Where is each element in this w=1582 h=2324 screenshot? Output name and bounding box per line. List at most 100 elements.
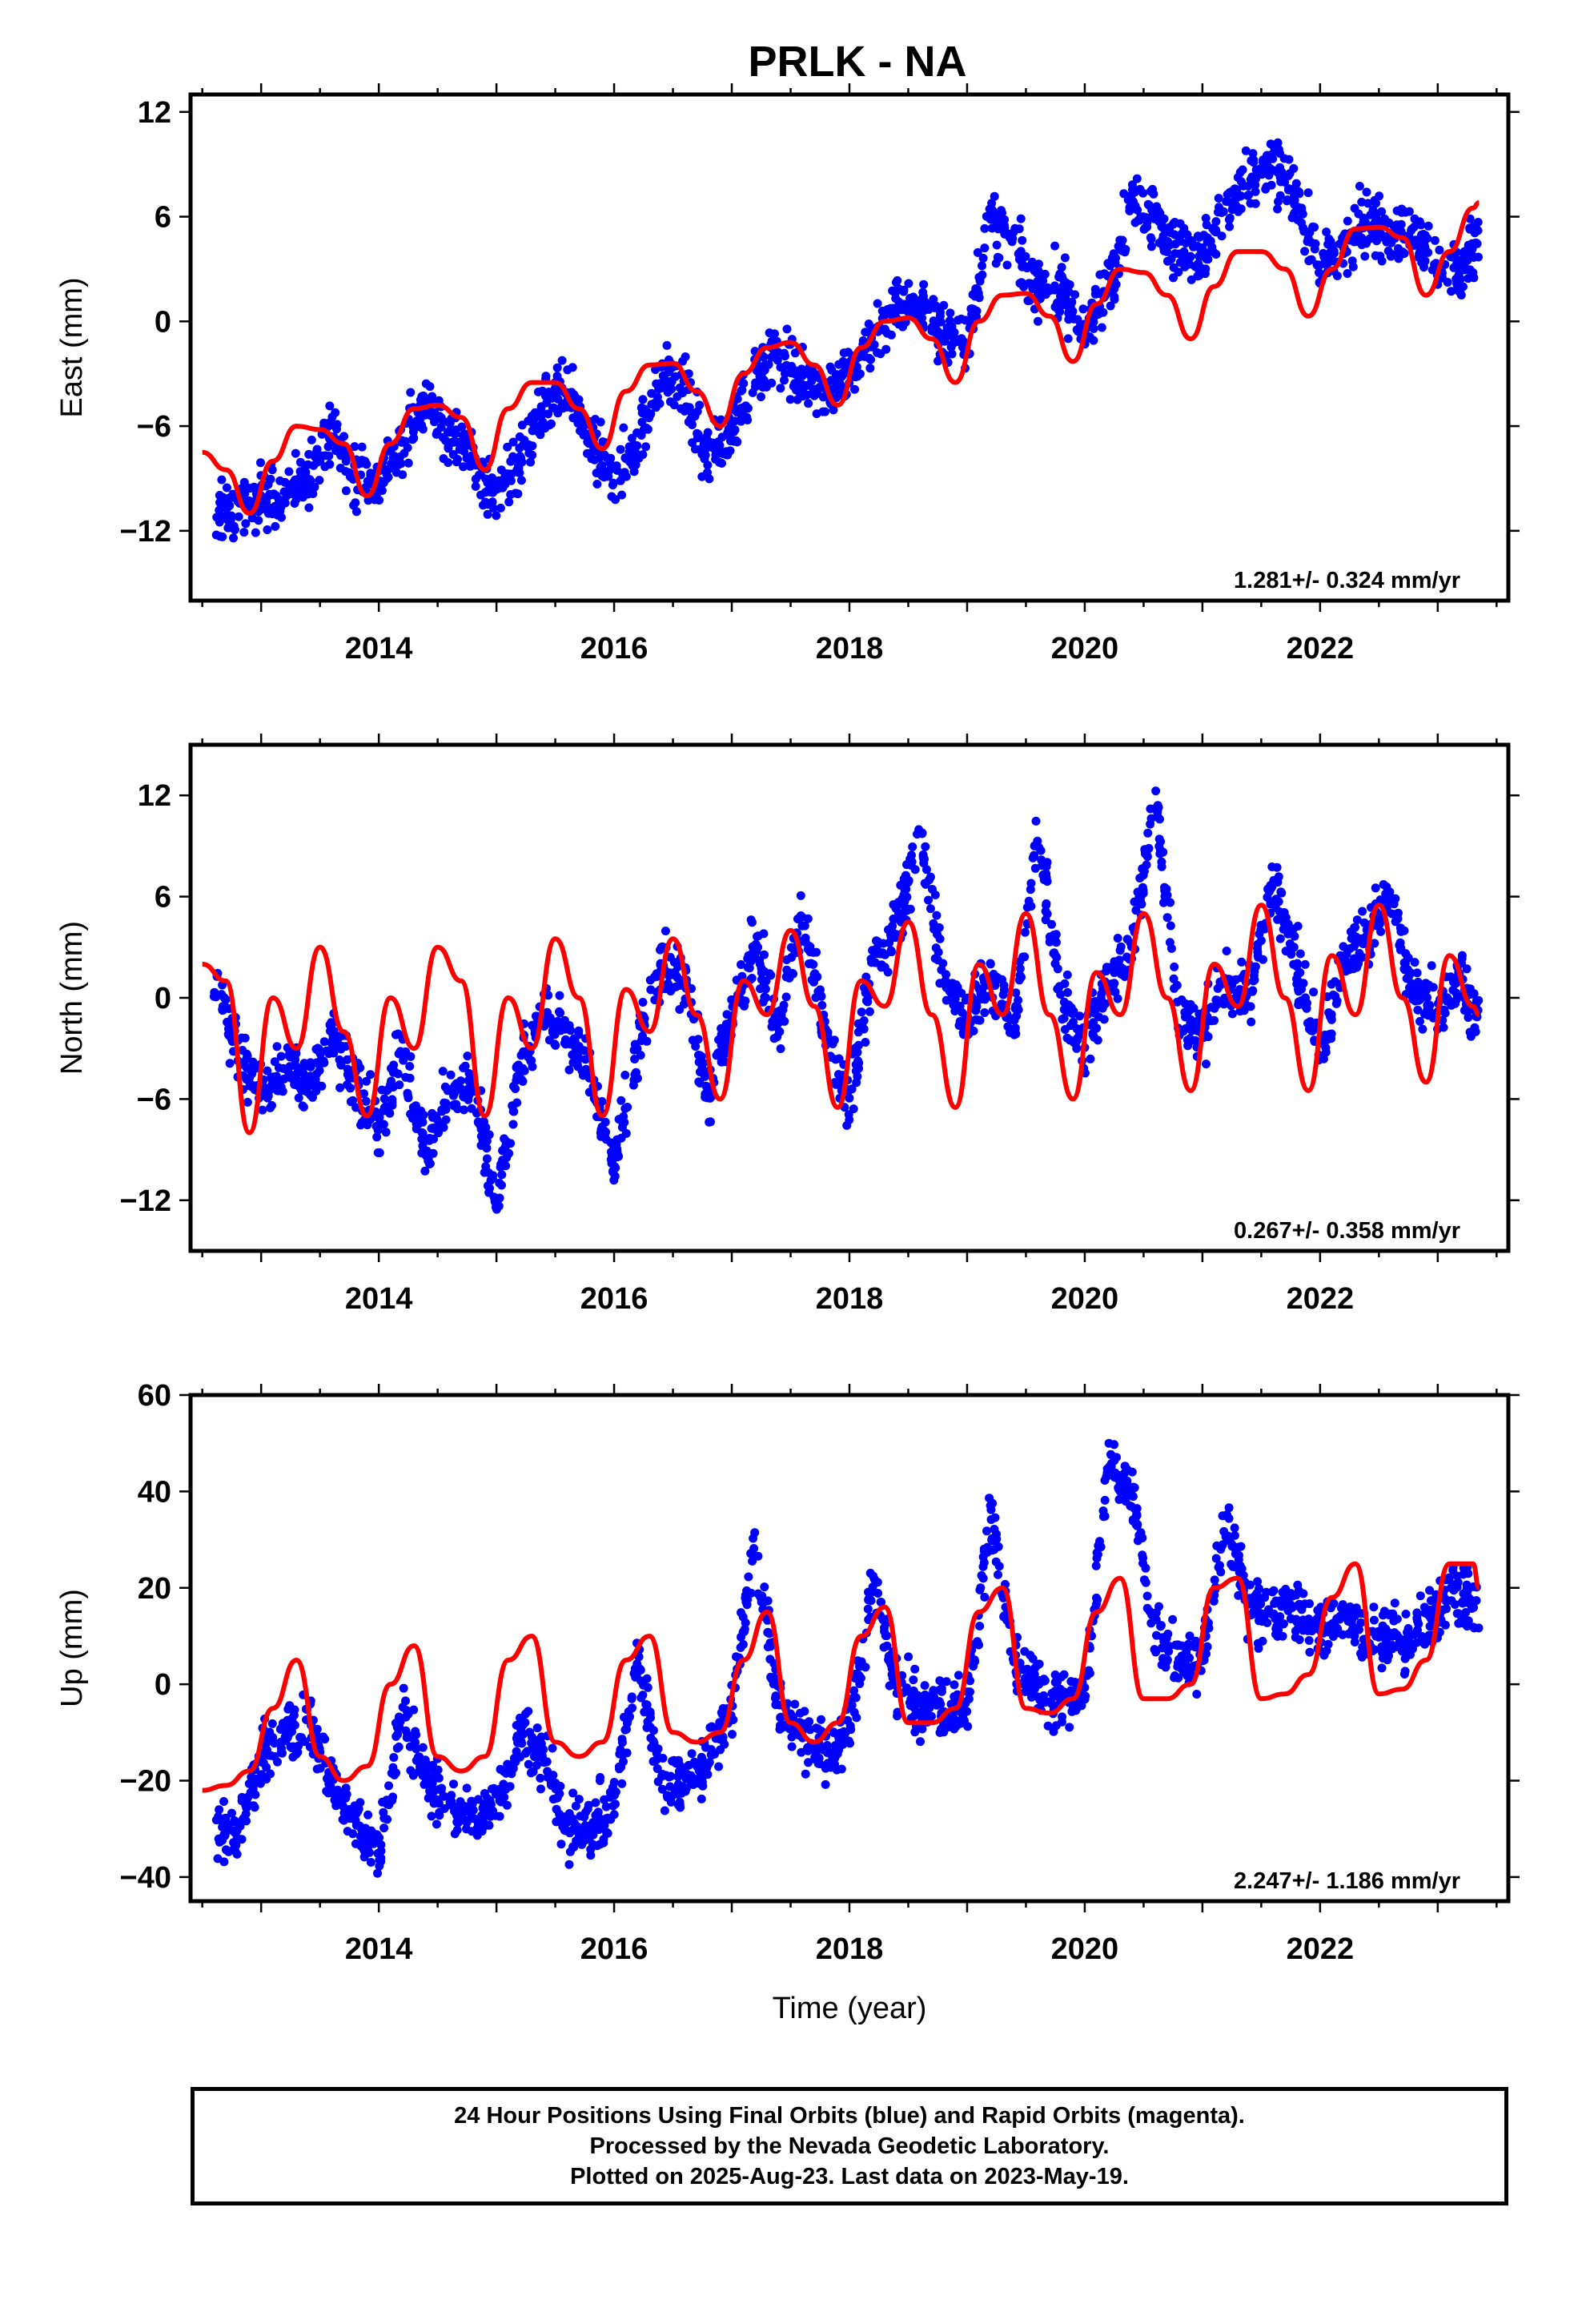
data-point [1015, 279, 1025, 288]
data-point [738, 1627, 748, 1637]
data-point [1400, 965, 1410, 975]
data-point [532, 408, 541, 418]
data-point [978, 987, 987, 995]
data-point [552, 372, 562, 381]
data-point [929, 295, 938, 304]
data-point [809, 977, 818, 987]
data-point [1394, 243, 1403, 253]
data-point [375, 1148, 384, 1157]
data-point [1187, 1023, 1197, 1032]
data-point [926, 1691, 935, 1701]
data-point [1247, 156, 1256, 166]
data-point [1365, 234, 1375, 243]
data-point [982, 1526, 991, 1536]
data-point [893, 275, 902, 285]
data-point [947, 322, 957, 332]
data-point [421, 379, 431, 388]
data-point [1420, 256, 1430, 266]
data-point [902, 904, 912, 914]
data-point [323, 442, 333, 452]
data-point [743, 963, 753, 972]
data-point [329, 1048, 339, 1058]
data-point [1247, 987, 1257, 996]
data-point [400, 436, 410, 446]
data-point [267, 465, 277, 475]
data-point [648, 1757, 658, 1766]
data-point [483, 509, 492, 519]
data-point [1202, 1059, 1211, 1069]
data-point [241, 1809, 251, 1819]
data-point [320, 1735, 330, 1744]
data-point [834, 360, 844, 369]
data-point [425, 1159, 435, 1168]
data-point [1283, 196, 1291, 206]
data-point [379, 1094, 389, 1104]
data-point [246, 1787, 255, 1797]
data-point [1311, 239, 1320, 248]
data-point [263, 1745, 271, 1755]
data-point [287, 1073, 296, 1083]
data-point [958, 343, 967, 352]
data-point [645, 975, 655, 985]
data-point [1394, 254, 1403, 263]
data-point [1209, 247, 1219, 257]
data-point [1072, 325, 1082, 335]
data-point [973, 247, 982, 257]
data-point [1093, 1035, 1102, 1045]
data-point [339, 1815, 349, 1825]
data-point [508, 437, 518, 447]
data-point [1259, 155, 1268, 165]
data-point [767, 352, 777, 362]
data-point [441, 1099, 451, 1108]
data-point [1129, 197, 1138, 207]
data-point [376, 1853, 386, 1863]
data-point [506, 476, 516, 485]
data-point [919, 279, 929, 289]
data-point [574, 1030, 584, 1039]
data-point [293, 1063, 303, 1073]
data-point [833, 1078, 842, 1088]
data-point [496, 503, 505, 513]
data-point [1360, 251, 1370, 261]
data-point [225, 501, 235, 510]
data-point [625, 1712, 634, 1722]
data-point [611, 1163, 620, 1172]
data-point [1021, 251, 1030, 261]
data-point [356, 1120, 365, 1130]
data-point [394, 460, 404, 469]
data-point [1349, 942, 1359, 951]
model-curve [202, 200, 1480, 517]
data-point [289, 1711, 299, 1720]
data-point [669, 400, 679, 410]
data-point [552, 363, 562, 372]
data-point [1293, 922, 1303, 931]
data-point [1095, 1000, 1105, 1010]
data-point [1217, 208, 1227, 217]
data-point [272, 1086, 282, 1096]
data-point [1284, 185, 1293, 195]
data-point [834, 1745, 844, 1755]
data-point [978, 261, 986, 271]
data-point [1244, 190, 1254, 199]
data-point [1042, 862, 1051, 871]
data-point [793, 915, 802, 923]
data-point [1100, 269, 1109, 279]
data-point [1131, 906, 1141, 915]
data-point [693, 1035, 703, 1044]
data-point [798, 384, 808, 394]
data-point [857, 1020, 867, 1030]
data-point [994, 1570, 1002, 1579]
data-point [777, 1010, 786, 1019]
data-point [435, 1807, 444, 1817]
data-point [600, 1126, 609, 1136]
data-point [536, 1784, 545, 1794]
data-point [1306, 1017, 1315, 1027]
data-point [863, 1604, 873, 1614]
data-point [1380, 214, 1390, 223]
data-point [1469, 253, 1478, 262]
data-point [462, 1783, 472, 1793]
data-point [479, 1116, 488, 1126]
data-point [241, 519, 251, 529]
data-point [887, 947, 896, 957]
data-point [765, 1655, 775, 1664]
